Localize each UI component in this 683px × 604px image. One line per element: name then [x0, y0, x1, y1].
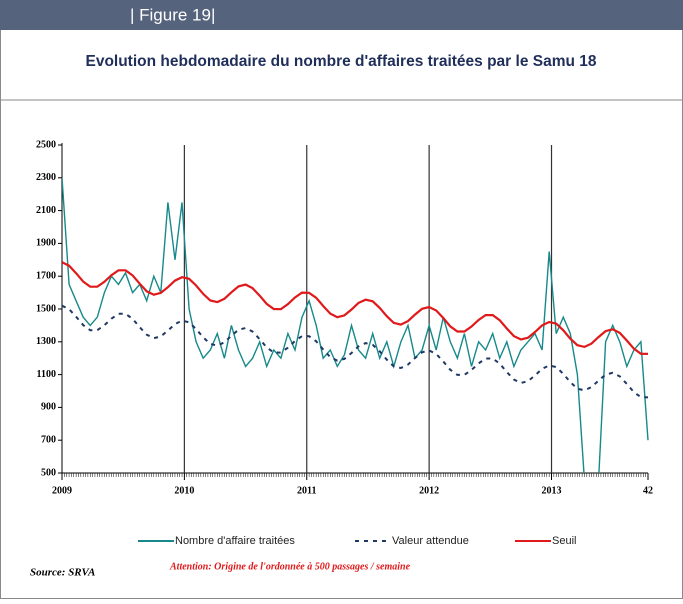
- y-tick-label: 2100: [36, 205, 56, 216]
- source: Source: SRVA: [30, 567, 95, 579]
- y-tick-label: 1500: [36, 303, 56, 314]
- x-tick-label: 2012: [419, 485, 439, 496]
- x-tick-label: 2011: [297, 485, 316, 496]
- y-tick-label: 1900: [36, 238, 56, 249]
- legend-label: Nombre d'affaire traitées: [175, 535, 295, 547]
- y-tick-label: 500: [41, 467, 56, 478]
- series-line: [62, 177, 649, 473]
- series-line: [62, 261, 649, 355]
- chart-title: Evolution hebdomadaire du nombre d'affai…: [85, 53, 596, 70]
- annotation: Attention: Origine de l'ordonnée à 500 p…: [169, 561, 411, 572]
- y-tick-label: 1100: [37, 369, 56, 380]
- legend-label: Seuil: [552, 535, 576, 547]
- y-tick-label: 2500: [36, 139, 56, 150]
- legend-label: Valeur attendue: [392, 535, 469, 547]
- y-tick-label: 700: [41, 434, 56, 445]
- header: | Figure 19|: [130, 5, 215, 24]
- x-tick-label: 2010: [174, 485, 194, 496]
- y-tick-label: 900: [41, 402, 56, 413]
- y-tick-label: 1300: [36, 336, 56, 347]
- header-bar: [0, 0, 683, 30]
- x-tick-label: 2009: [52, 485, 72, 496]
- x-tick-label: 2013: [542, 485, 562, 496]
- x-tick-label: 42: [643, 485, 653, 496]
- y-tick-label: 2300: [36, 172, 56, 183]
- y-tick-label: 1700: [36, 270, 56, 281]
